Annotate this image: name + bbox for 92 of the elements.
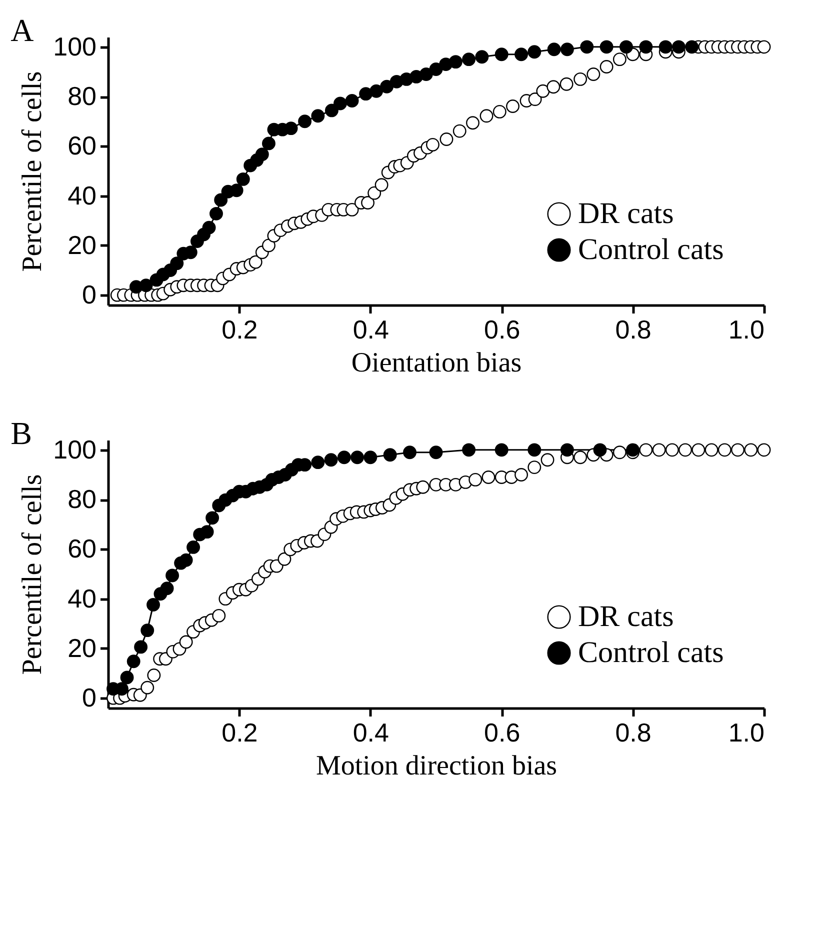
point: [298, 114, 312, 128]
legend-label: Control cats: [578, 636, 724, 669]
y-tick-label: 20: [68, 230, 96, 260]
point: [600, 40, 614, 54]
point: [383, 448, 397, 462]
point: [120, 670, 134, 684]
point: [580, 40, 594, 54]
point: [179, 553, 193, 567]
x-tick-label: 0.6: [484, 314, 520, 344]
point: [170, 256, 184, 270]
point: [429, 446, 443, 460]
point: [560, 443, 574, 457]
point: [324, 104, 338, 118]
y-tick-label: 40: [68, 583, 96, 614]
point: [528, 443, 542, 457]
y-axis-title: Percentile of cells: [17, 71, 48, 272]
chart-title: A: [10, 12, 34, 48]
point: [639, 40, 653, 54]
point: [494, 443, 508, 457]
point: [230, 184, 244, 198]
point: [593, 443, 607, 457]
point: [160, 582, 174, 596]
point: [370, 84, 384, 98]
y-tick-label: 100: [53, 31, 96, 62]
point: [547, 42, 561, 56]
point: [206, 511, 220, 525]
point: [311, 456, 325, 470]
point: [620, 40, 633, 54]
y-tick-label: 100: [53, 434, 96, 464]
point: [337, 450, 351, 464]
x-tick-label: 0.4: [352, 718, 389, 748]
point: [139, 278, 153, 292]
point: [528, 45, 542, 59]
point: [419, 68, 433, 81]
x-tick-label: 0.8: [615, 718, 652, 748]
point: [146, 598, 160, 612]
point: [210, 206, 223, 220]
point: [685, 40, 699, 54]
y-axis-title: Percentile of cells: [17, 474, 48, 675]
point: [364, 450, 378, 464]
x-tick-label: 1.0: [728, 314, 764, 344]
point: [672, 40, 686, 54]
point: [166, 568, 180, 582]
legend-label: Control cats: [578, 233, 724, 266]
y-tick-label: 0: [82, 682, 96, 713]
point: [626, 443, 640, 457]
y-tick-label: 20: [68, 632, 96, 663]
x-tick-label: 0.4: [352, 314, 389, 344]
point: [284, 122, 298, 136]
y-tick-label: 60: [68, 130, 96, 161]
point: [462, 443, 476, 457]
point: [494, 48, 508, 62]
y-tick-label: 60: [68, 534, 96, 564]
point: [334, 96, 347, 110]
point: [214, 193, 228, 207]
x-tick-label: 0.2: [222, 314, 258, 344]
legend-label: DR cats: [578, 197, 674, 230]
point: [255, 148, 269, 162]
x-tick-label: 0.8: [615, 314, 652, 344]
point: [448, 55, 462, 69]
point: [429, 62, 443, 76]
point: [126, 654, 140, 668]
point: [403, 446, 416, 460]
y-tick-label: 80: [68, 81, 96, 112]
point: [200, 525, 214, 539]
point: [134, 640, 148, 654]
point: [140, 624, 154, 638]
x-tick-label: 1.0: [728, 718, 764, 748]
legend-label: DR cats: [578, 600, 674, 633]
point: [262, 136, 276, 150]
y-tick-label: 80: [68, 484, 96, 514]
point: [462, 52, 476, 66]
point: [359, 87, 373, 101]
y-tick-label: 0: [82, 280, 96, 310]
point: [324, 453, 338, 467]
chart-title: B: [10, 414, 32, 451]
point: [311, 109, 325, 123]
point: [345, 94, 359, 108]
point: [380, 80, 394, 94]
point: [186, 540, 200, 554]
x-tick-label: 0.2: [222, 718, 258, 748]
point: [350, 450, 364, 464]
point: [560, 42, 574, 56]
point: [202, 220, 216, 234]
point: [514, 48, 528, 62]
x-tick-label: 0.6: [484, 718, 520, 748]
point: [658, 40, 672, 54]
y-tick-label: 40: [68, 180, 96, 210]
point: [236, 172, 250, 186]
x-axis-title: Motion direction bias: [316, 750, 558, 782]
x-axis-title: Oientation bias: [351, 348, 522, 378]
point: [475, 50, 489, 64]
